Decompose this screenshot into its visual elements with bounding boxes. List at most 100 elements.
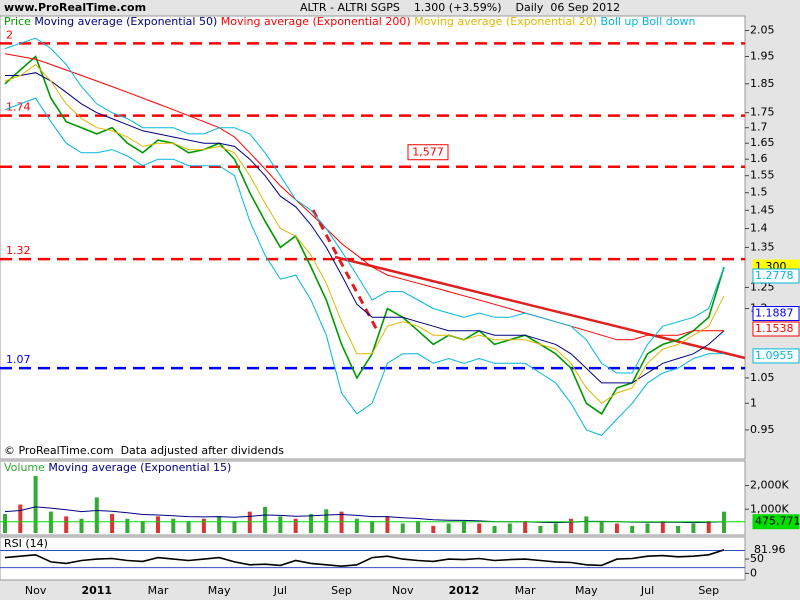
bar — [614, 523, 619, 533]
bar — [201, 518, 206, 533]
x-tick-label: Jul — [273, 584, 287, 597]
y-tick-label: 0 — [750, 566, 757, 579]
bar — [553, 523, 558, 533]
y-tick-label: 1.05 — [750, 371, 775, 384]
bar — [64, 516, 69, 533]
bar — [400, 523, 405, 533]
x-tick-label: May — [208, 584, 231, 597]
bar — [18, 504, 23, 533]
level-value: 1.0955 — [755, 349, 794, 362]
bar — [186, 521, 191, 533]
series-line — [4, 53, 724, 341]
series-line — [4, 55, 725, 415]
level-box — [407, 144, 449, 161]
bar — [48, 511, 53, 533]
y-tick-label: 1.45 — [750, 203, 775, 216]
bar — [155, 516, 160, 533]
y-tick-label: 2.05 — [750, 24, 775, 37]
x-tick-label: Nov — [25, 584, 47, 597]
y-tick-label: 1.35 — [750, 240, 775, 253]
bar — [676, 525, 681, 533]
y-tick-label: 1.55 — [750, 169, 775, 182]
bar — [706, 521, 711, 533]
legend: RSI (14) — [4, 537, 48, 550]
legend-entry: Moving average (Exponential 15) — [48, 461, 231, 474]
level-value: 475,771 — [755, 515, 800, 528]
series-line — [5, 72, 725, 384]
bar — [232, 521, 237, 533]
last-value: 81.96 — [754, 543, 786, 556]
bar — [691, 523, 696, 533]
bar — [492, 525, 497, 533]
x-tick-label: Mar — [148, 584, 169, 597]
legend-entry: Volume — [4, 461, 45, 474]
level-value: 1.1538 — [755, 322, 794, 335]
bar — [569, 518, 574, 533]
y-tick-label: 1,000K — [750, 502, 789, 515]
bar — [523, 521, 528, 533]
y-tick-label: 1.85 — [750, 77, 775, 90]
level-label: 1.74 — [6, 101, 31, 114]
x-tick-label: Jul — [640, 584, 654, 597]
x-tick-label: Sep — [698, 584, 719, 597]
level-label: 2 — [6, 28, 13, 41]
x-tick-label: 2011 — [81, 584, 112, 597]
legend: Volume Moving average (Exponential 15) — [4, 461, 231, 474]
legend-entry: Boll up — [601, 15, 639, 28]
bar — [125, 518, 130, 533]
site: www.ProRealTime.com — [4, 1, 146, 14]
y-tick-label: 1.25 — [750, 280, 775, 293]
y-tick-label: 1.6 — [750, 152, 768, 165]
bar — [477, 523, 482, 533]
y-tick-label: 1 — [750, 396, 757, 409]
legend-entry: Moving average (Exponential 200) — [221, 15, 411, 28]
bar — [431, 525, 436, 533]
x-tick-label: Mar — [515, 584, 536, 597]
y-tick-label: 1.95 — [750, 49, 775, 62]
level-value: 1.2778 — [755, 269, 794, 282]
level-label: 1.32 — [6, 244, 31, 257]
legend-entry: Moving average (Exponential 50) — [34, 15, 217, 28]
level-box — [752, 306, 800, 322]
y-tick-label: 1.75 — [750, 106, 775, 119]
series-line — [4, 549, 725, 568]
legend-entry: RSI (14) — [4, 537, 48, 550]
bar — [278, 516, 283, 533]
footer: © ProRealTime.com Data adjusted after di… — [4, 444, 284, 457]
title: ALTR - ALTRI SGPS 1.300 (+3.59%) Daily 0… — [300, 1, 620, 14]
level-box — [752, 321, 800, 337]
trend-line — [334, 255, 746, 360]
x-tick-label: Nov — [392, 584, 414, 597]
level-box — [752, 348, 800, 364]
level-label: 1,577 — [412, 146, 444, 159]
bar — [324, 509, 329, 533]
level-value: 1.1887 — [755, 307, 794, 320]
legend: Price Moving average (Exponential 50) Mo… — [4, 15, 695, 28]
bar — [293, 518, 298, 533]
bar — [599, 521, 604, 533]
bar — [370, 521, 375, 533]
bar — [354, 518, 359, 533]
level-box — [752, 268, 800, 284]
bar — [3, 514, 7, 533]
bar — [171, 518, 176, 533]
legend-entry: Moving average (Exponential 20) — [414, 15, 597, 28]
x-tick-label: Sep — [331, 584, 352, 597]
bar — [110, 514, 115, 533]
bar — [446, 523, 451, 533]
price-panel — [0, 15, 746, 460]
y-tick-label: 1.7 — [750, 121, 768, 134]
bar — [140, 521, 145, 533]
bar — [722, 511, 726, 533]
y-tick-label: 0.95 — [750, 423, 775, 436]
bar — [416, 521, 421, 533]
y-tick-label: 1.65 — [750, 136, 775, 149]
legend-entry: Boll down — [642, 15, 696, 28]
bar — [645, 523, 650, 533]
y-tick-label: 1.5 — [750, 186, 768, 199]
bar — [247, 511, 252, 533]
y-tick-label: 50 — [750, 552, 764, 565]
series-line — [4, 37, 725, 374]
